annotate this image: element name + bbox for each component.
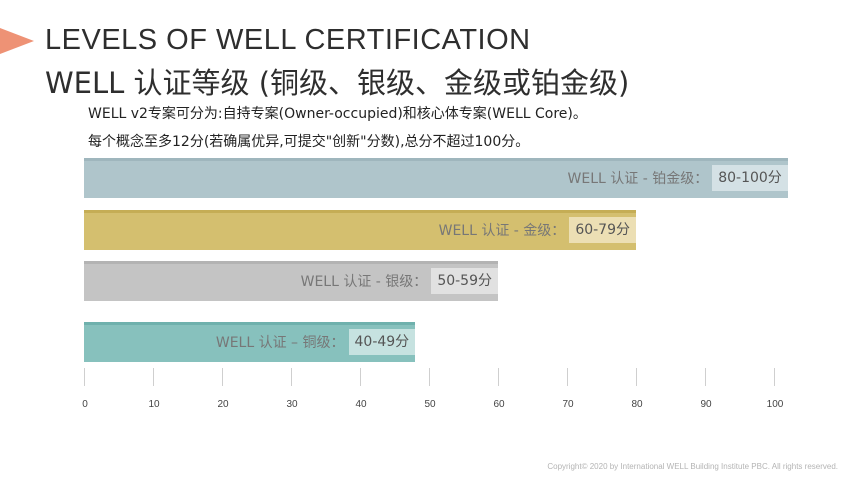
x-tick-label: 10 (148, 399, 160, 410)
copyright-notice: Copyright© 2020 by International WELL Bu… (547, 462, 838, 471)
x-tick-label: 80 (631, 399, 643, 410)
bar-cap (84, 210, 636, 213)
intro-line-2: 每个概念至多12分(若确属优异,可提交"创新"分数),总分不超过100分。 (88, 134, 530, 150)
bar-0: WELL 认证 - 铂金级： 80-100分 (84, 158, 788, 198)
x-tick-line (498, 368, 499, 386)
bar-range-label: 80-100分 (712, 165, 788, 191)
x-tick-line (84, 368, 85, 386)
x-tick-label: 20 (217, 399, 229, 410)
x-tick-line (774, 368, 775, 386)
bar-label: WELL 认证 - 银级： (300, 274, 428, 290)
x-tick-line (153, 368, 154, 386)
x-tick-line (429, 368, 430, 386)
x-tick-label: 30 (286, 399, 298, 410)
bar-3: WELL 认证 – 铜级： 40-49分 (84, 322, 416, 362)
intro-line-1: WELL v2专案可分为:自持专案(Owner-occupied)和核心体专案(… (88, 106, 587, 122)
slide-title: LEVELS OF WELL CERTIFICATION (45, 24, 531, 56)
bar-label: WELL 认证 - 铂金级： (567, 171, 709, 187)
x-tick-line (636, 368, 637, 386)
x-tick-line (705, 368, 706, 386)
accent-arrow-icon (0, 28, 34, 54)
x-tick-label: 40 (355, 399, 367, 410)
bar-range-label: 50-59分 (431, 268, 498, 294)
x-tick-label: 50 (424, 399, 436, 410)
x-tick-line (360, 368, 361, 386)
x-tick-line (291, 368, 292, 386)
x-tick-label: 100 (766, 399, 784, 410)
x-tick-label: 60 (493, 399, 505, 410)
bar-1: WELL 认证 - 金级： 60-79分 (84, 210, 636, 250)
x-tick-label: 0 (82, 399, 88, 410)
x-tick-label: 70 (562, 399, 574, 410)
x-axis: 0 10 20 30 40 50 60 70 80 90 100 (0, 368, 858, 418)
slide-title-chinese: WELL 认证等级 (铜级、银级、金级或铂金级) (45, 66, 630, 100)
bar-range-label: 40-49分 (348, 329, 416, 355)
bar-cap (84, 261, 498, 264)
bar-cap (84, 158, 788, 161)
x-tick-label: 90 (700, 399, 712, 410)
bar-2: WELL 认证 - 银级： 50-59分 (84, 261, 498, 301)
bar-label: WELL 认证 – 铜级： (215, 335, 345, 351)
x-tick-line (567, 368, 568, 386)
bar-range-label: 60-79分 (569, 217, 636, 243)
bar-label: WELL 认证 - 金级： (438, 223, 566, 239)
bar-cap (84, 322, 416, 325)
x-tick-line (222, 368, 223, 386)
